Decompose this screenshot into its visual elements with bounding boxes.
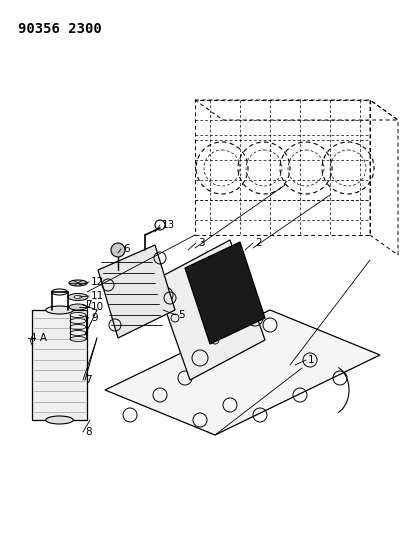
Bar — [32, 310, 87, 420]
Text: 3: 3 — [198, 238, 205, 248]
Polygon shape — [185, 242, 265, 344]
Ellipse shape — [46, 306, 73, 314]
Ellipse shape — [69, 304, 87, 310]
Ellipse shape — [46, 416, 73, 424]
Ellipse shape — [74, 295, 82, 298]
Text: 90356 2300: 90356 2300 — [18, 22, 102, 36]
Text: 12: 12 — [91, 277, 104, 287]
Text: 8: 8 — [85, 427, 92, 437]
Text: 7: 7 — [85, 300, 92, 310]
Polygon shape — [98, 245, 175, 338]
Text: 9: 9 — [91, 313, 98, 323]
Text: 11: 11 — [91, 291, 104, 301]
Text: 5: 5 — [178, 310, 185, 320]
Polygon shape — [105, 310, 380, 435]
Text: 10: 10 — [91, 302, 104, 312]
Text: 7: 7 — [85, 375, 92, 385]
Text: 6: 6 — [123, 244, 130, 254]
Circle shape — [111, 243, 125, 257]
Text: 2: 2 — [255, 238, 262, 248]
Text: 13: 13 — [162, 220, 175, 230]
Ellipse shape — [69, 280, 87, 286]
Ellipse shape — [68, 294, 88, 301]
Polygon shape — [155, 240, 265, 380]
Text: 4 A: 4 A — [30, 333, 47, 343]
Text: 1: 1 — [308, 355, 315, 365]
